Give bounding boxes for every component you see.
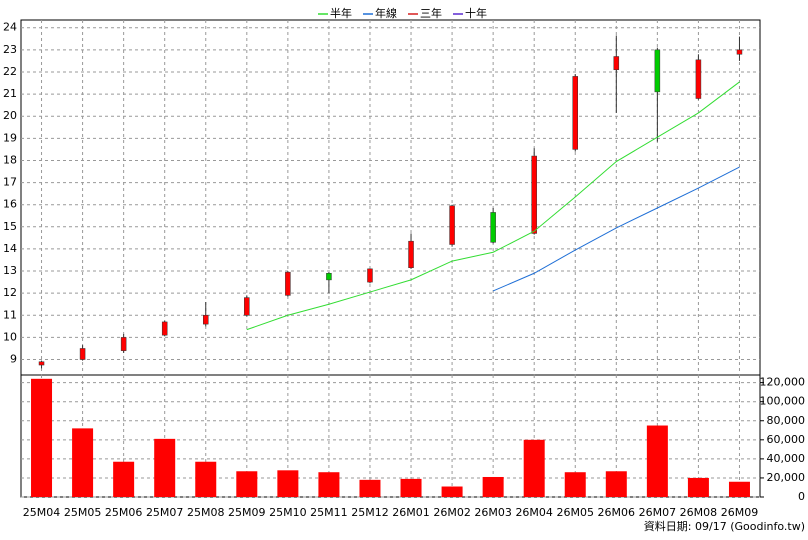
y-tick-label: 9	[10, 353, 17, 366]
price-panel	[20, 19, 761, 376]
volume-bar	[359, 479, 381, 497]
x-tick-label: 26M05	[557, 506, 595, 519]
footer: 資料日期: 09/17 (Goodinfo.tw)	[644, 519, 805, 533]
y2-tick-label: 120,000	[760, 376, 806, 389]
candle-body	[572, 76, 578, 150]
y-tick-label: 12	[3, 286, 17, 299]
y-tick-label: 20	[3, 109, 17, 122]
candle-body	[736, 49, 743, 55]
y2-tick-label: 80,000	[767, 414, 806, 427]
candle-body	[244, 297, 250, 316]
volume-bar	[195, 461, 217, 497]
x-tick-label: 25M11	[310, 506, 348, 519]
x-tick-label: 26M02	[433, 506, 471, 519]
volume-bar	[277, 470, 299, 497]
x-tick-label: 25M09	[228, 506, 266, 519]
volume-bar	[646, 425, 668, 497]
volume-bar	[236, 471, 258, 497]
y-tick-label: 19	[3, 131, 17, 144]
volume-bar	[400, 478, 422, 497]
candle-body	[285, 271, 291, 296]
volume-bar	[113, 461, 135, 497]
x-tick-label: 25M08	[187, 506, 225, 519]
volume-bar	[564, 472, 586, 497]
candle-body	[367, 268, 373, 283]
volume-bar	[154, 438, 176, 497]
x-tick-label: 26M06	[598, 506, 636, 519]
y-tick-label: 21	[3, 87, 17, 100]
volume-bar	[482, 476, 504, 497]
y-tick-label: 10	[3, 330, 17, 343]
y2-tick-label: 20,000	[767, 471, 806, 484]
candle-body	[326, 273, 332, 281]
y2-tick-label: 100,000	[760, 395, 806, 408]
x-tick-label: 25M05	[64, 506, 102, 519]
candle-body	[38, 361, 45, 366]
legend-label: 年線	[375, 6, 397, 20]
candle-body	[613, 56, 620, 71]
x-tick-label: 26M09	[721, 506, 759, 519]
x-tick-label: 25M12	[351, 506, 389, 519]
y-tick-label: 23	[3, 43, 17, 56]
candle-body	[449, 205, 455, 245]
candle-body	[695, 59, 702, 99]
legend-label: 十年	[465, 6, 487, 20]
x-tick-label: 25M04	[23, 506, 61, 519]
volume-bar	[72, 428, 94, 497]
y-tick-label: 15	[3, 220, 17, 233]
candle-body	[120, 337, 127, 351]
y-tick-label: 11	[3, 308, 17, 321]
volume-bar	[523, 439, 545, 497]
candle-body	[79, 348, 86, 360]
y-tick-label: 14	[3, 242, 17, 255]
legend-label: 半年	[330, 6, 352, 20]
volume-bar	[318, 472, 340, 497]
candle-body	[531, 155, 537, 234]
candle-body	[654, 49, 661, 93]
x-tick-label: 26M07	[639, 506, 677, 519]
y-tick-label: 16	[3, 198, 17, 211]
candle-body	[203, 315, 209, 325]
volume-bar	[605, 471, 627, 497]
x-tick-label: 25M10	[269, 506, 307, 519]
x-tick-label: 26M08	[680, 506, 718, 519]
volume-bar	[728, 481, 750, 497]
candle-body	[490, 212, 496, 243]
y-tick-label: 18	[3, 153, 17, 166]
y-tick-label: 22	[3, 65, 17, 78]
volume-panel	[20, 374, 761, 498]
x-tick-label: 26M03	[474, 506, 512, 519]
legend-label: 三年	[420, 6, 442, 20]
x-tick-label: 26M01	[392, 506, 430, 519]
y-tick-label: 17	[3, 176, 17, 189]
x-tick-label: 26M04	[515, 506, 553, 519]
x-tick-label: 25M06	[105, 506, 143, 519]
volume-bar	[31, 378, 53, 497]
y-tick-label: 24	[3, 21, 17, 34]
volume-bar	[687, 477, 709, 497]
y2-tick-label: 0	[798, 490, 805, 503]
candle-body	[408, 240, 414, 268]
y-tick-label: 13	[3, 264, 17, 277]
y2-tick-label: 60,000	[767, 433, 806, 446]
ma-line	[492, 166, 740, 292]
x-tick-label: 25M07	[146, 506, 184, 519]
volume-bar	[441, 486, 463, 497]
y2-tick-label: 40,000	[767, 452, 806, 465]
ma-line	[246, 81, 740, 331]
candle-body	[161, 321, 168, 336]
